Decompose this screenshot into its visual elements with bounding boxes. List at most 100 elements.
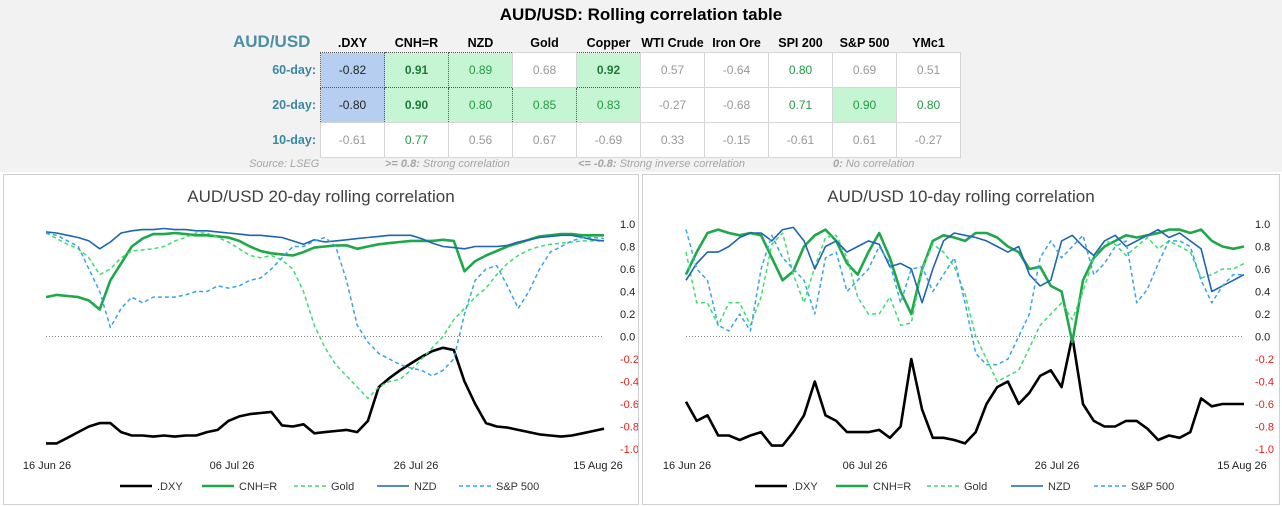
legend-label-cnh: CNH=R (239, 481, 277, 493)
pair-label: AUD/USD (233, 32, 311, 51)
table-row: 20-day: -0.80 0.90 0.80 0.85 0.83 -0.27 … (232, 87, 961, 123)
x-tick-label: 26 Jul 26 (1035, 460, 1080, 472)
inverse-text: Strong inverse correlation (619, 158, 745, 170)
series-line-cnh (45, 231, 604, 311)
correlation-table-section: AUD/USD: Rolling correlation table AUD/U… (0, 0, 1282, 172)
y-tick-label: -0.4 (620, 377, 638, 389)
y-tick-label: -0.8 (1255, 422, 1274, 434)
row-label: 10-day: (272, 133, 316, 147)
table-cell: 0.33 (640, 122, 705, 158)
y-tick-label: 0.6 (1255, 264, 1270, 276)
chart-title: AUD/USD 10-day rolling correlation (827, 187, 1095, 206)
row-label: 60-day: (272, 63, 316, 77)
table-cell: 0.89 (448, 52, 513, 88)
y-tick-label: -0.6 (620, 399, 638, 411)
table-cell: 0.80 (896, 87, 961, 123)
series-line-nzd (45, 227, 605, 250)
table-cell: 0.80 (448, 87, 513, 123)
table-cell: -0.64 (704, 52, 769, 88)
table-row: 60-day: -0.82 0.91 0.89 0.68 0.92 0.57 -… (232, 52, 961, 88)
legend-label-sp500: S&P 500 (496, 481, 539, 493)
table-header-row: .DXY CNH=R NZD Gold Copper WTI Crude Iro… (232, 34, 961, 53)
legend-label-dxy: .DXY (157, 481, 183, 493)
x-tick-label: 06 Jul 26 (843, 460, 888, 472)
y-tick-label: -0.8 (620, 422, 638, 434)
table-cell: 0.85 (512, 87, 577, 123)
y-tick-label: 0.8 (620, 242, 635, 254)
table-cell: 0.71 (768, 87, 833, 123)
legend-label-cnh: CNH=R (873, 481, 911, 493)
series-line-gold (45, 232, 604, 400)
y-tick-label: -0.6 (1255, 399, 1274, 411)
y-tick-label: 1.0 (1255, 219, 1270, 231)
table-cell: 0.90 (384, 87, 449, 123)
table-cell: 0.57 (640, 52, 705, 88)
chart-20day-svg: 1.0 0.8 0.6 0.4 0.2 0.0 -0.2 -0.4 -0.6 -0.8 -1.0 16… (23, 219, 638, 493)
y-tick-label: 0.4 (620, 287, 635, 299)
table-cell: 0.91 (384, 52, 449, 88)
column-header: Iron Ore (712, 36, 761, 50)
inverse-key: <= -0.8: (578, 158, 617, 170)
page-title: AUD/USD: Rolling correlation table (499, 5, 783, 24)
table-cell: 0.69 (832, 52, 897, 88)
legend-label-dxy: .DXY (792, 481, 818, 493)
y-tick-label: 0.8 (1255, 242, 1270, 254)
table-cell: -0.27 (640, 87, 705, 123)
table-cell: 0.77 (384, 122, 449, 158)
table-cell: 0.92 (576, 52, 641, 88)
table-cell: -0.68 (704, 87, 769, 123)
column-header: CNH=R (394, 36, 439, 50)
table-cell: 0.56 (448, 122, 513, 158)
series-line-cnh (684, 228, 1245, 344)
y-tick-label: -0.4 (1255, 377, 1274, 389)
x-tick-label: 16 Jun 26 (663, 460, 711, 472)
inverse-note: <= -0.8: Strong inverse correlation (578, 158, 745, 170)
series-line-sp500 (685, 229, 1244, 366)
legend-label-gold: Gold (331, 481, 354, 493)
series-line-sp500 (45, 232, 605, 377)
table-cell: -0.27 (896, 122, 961, 158)
legend-label-sp500: S&P 500 (1131, 481, 1174, 493)
y-tick-label: 0.0 (620, 332, 635, 344)
series-line-nzd (685, 226, 1245, 304)
series-line-dxy (46, 346, 605, 445)
column-header: YMc1 (912, 36, 945, 50)
column-header: .DXY (337, 36, 368, 50)
y-tick-label: 0.2 (620, 309, 635, 321)
none-note: 0: No correlation (833, 158, 914, 170)
strong-text: Strong correlation (422, 158, 510, 170)
column-header: Gold (530, 36, 559, 50)
table-cell: -0.80 (320, 87, 385, 123)
y-tick-label: 0.6 (620, 264, 635, 276)
chart-title: AUD/USD 20-day rolling correlation (187, 187, 455, 206)
column-header: SPI 200 (778, 36, 823, 50)
x-tick-label: 15 Aug 26 (573, 460, 623, 472)
row-label: 20-day: (272, 98, 316, 112)
x-tick-label: 16 Jun 26 (23, 460, 71, 472)
header-corner (232, 34, 321, 53)
y-tick-label: -1.0 (1255, 444, 1274, 456)
table-cell: -0.69 (576, 122, 641, 158)
chart-20day-panel: AUD/USD 20-day rolling correlation 1.0 0.… (3, 174, 639, 505)
table-row: 10-day: -0.61 0.77 0.56 0.67 -0.69 0.33 … (232, 122, 961, 158)
chart-10day-svg: 1.0 0.8 0.6 0.4 0.2 0.0 -0.2 -0.4 -0.6 -0.8 -1.0 16… (663, 219, 1274, 493)
table-cell: 0.68 (512, 52, 577, 88)
table-cell: 0.90 (832, 87, 897, 123)
correlation-table: .DXY CNH=R NZD Gold Copper WTI Crude Iro… (232, 34, 961, 158)
table-cell: -0.61 (320, 122, 385, 158)
table-cell: 0.51 (896, 52, 961, 88)
x-tick-label: 06 Jul 26 (210, 460, 255, 472)
x-tick-label: 15 Aug 26 (1217, 460, 1267, 472)
y-tick-label: -0.2 (620, 354, 638, 366)
source-note: Source: LSEG (249, 158, 320, 170)
legend-label-nzd: NZD (414, 481, 437, 493)
chart-10day-panel: AUD/USD 10-day rolling correlation 1.0 0.… (642, 174, 1280, 505)
y-tick-label: 0.0 (1255, 332, 1270, 344)
y-tick-label: 0.2 (1255, 309, 1270, 321)
table-cell: 0.83 (576, 87, 641, 123)
y-tick-label: -1.0 (620, 444, 638, 456)
column-header: S&P 500 (839, 36, 890, 50)
table-cell: -0.15 (704, 122, 769, 158)
legend-label-gold: Gold (964, 481, 987, 493)
y-tick-label: 0.4 (1255, 287, 1270, 299)
